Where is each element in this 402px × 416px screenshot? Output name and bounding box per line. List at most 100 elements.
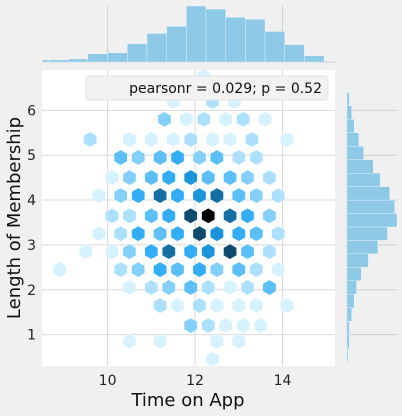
right-hist-bar xyxy=(346,347,349,362)
top-hist-bar xyxy=(225,17,246,63)
hexbin xyxy=(153,225,167,242)
x-axis-label: Time on App xyxy=(130,390,244,411)
legend-box xyxy=(85,75,329,101)
hexbin xyxy=(240,169,255,186)
right-hist-bar xyxy=(346,253,369,268)
hexbin xyxy=(105,243,119,260)
hexbin xyxy=(144,279,159,296)
hexbin xyxy=(153,297,167,314)
hexbin xyxy=(223,279,237,296)
hexbin xyxy=(231,261,246,278)
hexbin xyxy=(262,243,277,260)
hexbin xyxy=(122,131,137,148)
hexbin xyxy=(113,225,128,242)
hexbin xyxy=(210,261,224,278)
y-tick-label: 6 xyxy=(27,103,36,119)
hexbin xyxy=(144,169,159,186)
hexbin xyxy=(280,131,294,148)
top-hist-bar xyxy=(68,58,89,63)
hexbin xyxy=(210,149,224,166)
hexbin xyxy=(170,261,185,278)
hexbin xyxy=(210,187,224,204)
hexbin xyxy=(223,131,237,148)
hexbin xyxy=(201,169,216,186)
y-tick-label: 1 xyxy=(27,328,36,344)
hexbin xyxy=(249,297,264,314)
hexbin xyxy=(205,351,220,368)
y-tick-label: 3 xyxy=(27,238,36,254)
hexbin xyxy=(144,243,159,260)
hexbin xyxy=(201,243,216,260)
top-hist-bar xyxy=(107,52,128,63)
hexbin xyxy=(240,243,255,260)
top-hist-bar xyxy=(264,31,285,63)
hexbin xyxy=(223,207,237,224)
right-hist-bar xyxy=(346,105,352,120)
right-hist-bar xyxy=(346,92,350,107)
hexbin xyxy=(218,317,233,334)
hexbin xyxy=(249,261,264,278)
hexbin xyxy=(83,131,97,148)
hexbin xyxy=(122,279,137,296)
hexbin xyxy=(170,187,185,204)
hexbin xyxy=(210,225,224,242)
hexbin xyxy=(201,279,216,296)
hexbin xyxy=(192,225,207,242)
hexbin xyxy=(231,149,246,166)
hexbin xyxy=(245,131,259,148)
hexbin xyxy=(122,207,137,224)
hexbin xyxy=(262,207,277,224)
hexbin xyxy=(262,169,277,186)
hexbin xyxy=(236,111,250,128)
hexbin xyxy=(161,243,176,260)
hexbin xyxy=(161,169,176,186)
legend-annotation: pearsonr = 0.029; p = 0.52 xyxy=(129,81,322,97)
hexbin xyxy=(192,261,207,278)
hexbin xyxy=(144,131,159,148)
top-hist-bar xyxy=(41,59,49,63)
hexbin xyxy=(52,261,67,278)
hexbin xyxy=(210,333,224,350)
hexbin xyxy=(153,261,167,278)
hexbin xyxy=(240,207,255,224)
top-hist-bar xyxy=(146,33,167,63)
x-tick-label: 12 xyxy=(186,373,204,389)
hexbin xyxy=(192,187,207,204)
hexbin-layer xyxy=(52,68,294,368)
right-hist-bar xyxy=(346,307,352,322)
hexbin xyxy=(113,187,128,204)
right-hist-bar xyxy=(346,280,357,295)
hexbin xyxy=(131,149,146,166)
right-hist-bar xyxy=(346,199,395,214)
y-axis-label: Length of Membership xyxy=(4,117,25,319)
hexbin xyxy=(223,169,237,186)
hexbin xyxy=(131,187,146,204)
right-hist-bar xyxy=(346,119,355,133)
hexbin xyxy=(192,297,207,314)
right-hist-bar xyxy=(346,173,381,187)
hexbin xyxy=(280,297,294,314)
top-hist-bar xyxy=(205,8,226,63)
right-hist-bar xyxy=(346,186,391,201)
hexbin xyxy=(271,261,285,278)
hexbin xyxy=(122,333,137,350)
hexbin xyxy=(166,131,181,148)
hexbin xyxy=(183,207,198,224)
top-hist-bar xyxy=(87,53,108,63)
hexbin xyxy=(183,317,198,334)
hexbin xyxy=(153,149,167,166)
hexbin xyxy=(131,225,146,242)
hexbin xyxy=(271,225,285,242)
hexbin xyxy=(231,333,246,350)
right-hist-bar xyxy=(346,226,388,241)
top-hist-bar xyxy=(245,19,266,63)
hexbin xyxy=(161,279,176,296)
top-hist-bar xyxy=(48,59,69,63)
right-marginal-histogram xyxy=(346,92,398,362)
hexbin xyxy=(170,225,185,242)
x-tick-label: 14 xyxy=(274,373,292,389)
hexbin xyxy=(223,243,237,260)
right-hist-bar xyxy=(346,267,362,281)
top-hist-bar xyxy=(284,44,305,63)
